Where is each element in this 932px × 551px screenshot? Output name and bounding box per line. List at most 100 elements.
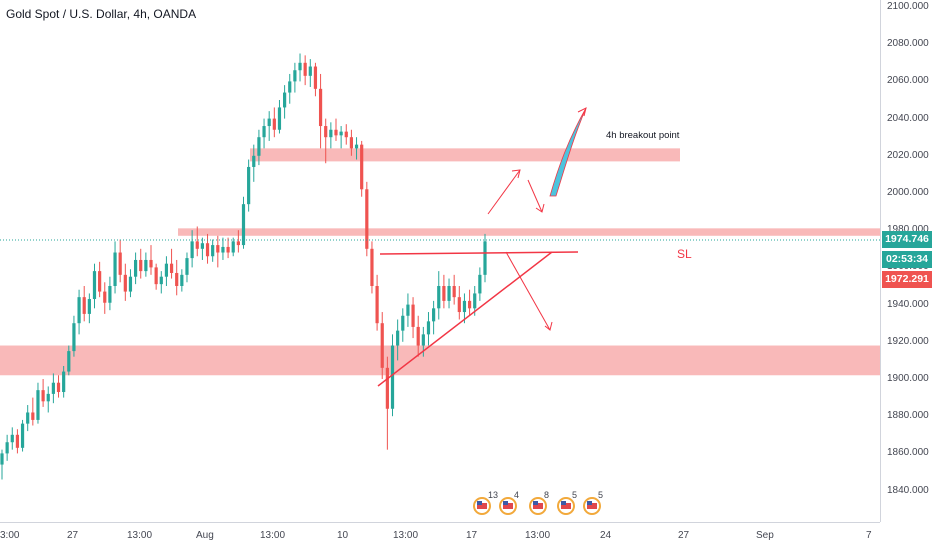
candle[interactable] — [5, 434, 9, 461]
price-chart[interactable]: 13 4 8 5 5 — [0, 0, 880, 522]
candle[interactable] — [20, 419, 25, 452]
resistance-line[interactable] — [379, 251, 579, 255]
candle[interactable] — [370, 241, 374, 294]
candle[interactable] — [354, 137, 359, 160]
economic-event-badge[interactable]: 5 — [557, 490, 577, 515]
candle[interactable] — [267, 111, 271, 141]
candle[interactable] — [447, 278, 451, 309]
candle[interactable] — [303, 55, 307, 86]
candle[interactable] — [426, 312, 431, 346]
candle[interactable] — [247, 159, 251, 212]
candle[interactable] — [288, 73, 292, 104]
candle[interactable] — [149, 245, 153, 275]
candle[interactable] — [252, 144, 256, 182]
candle[interactable] — [98, 261, 102, 298]
candle[interactable] — [324, 118, 328, 164]
economic-event-badge[interactable]: 4 — [499, 490, 519, 515]
candle[interactable] — [10, 427, 14, 450]
candle[interactable] — [77, 289, 81, 335]
supply-demand-zone[interactable] — [178, 228, 880, 236]
candle[interactable] — [128, 269, 133, 298]
projection-arrow-up-1[interactable] — [487, 169, 521, 215]
candle[interactable] — [283, 85, 287, 119]
candle[interactable] — [349, 129, 354, 156]
candle[interactable] — [216, 235, 220, 268]
candle[interactable] — [118, 239, 122, 283]
candle[interactable] — [360, 140, 364, 197]
candle[interactable] — [380, 312, 384, 379]
candle[interactable] — [226, 237, 230, 259]
candle[interactable] — [108, 276, 112, 311]
candle[interactable] — [144, 252, 148, 277]
candle[interactable] — [241, 196, 246, 249]
candle[interactable] — [0, 449, 4, 480]
candle[interactable] — [139, 248, 143, 279]
economic-event-badge[interactable]: 13 — [473, 490, 498, 515]
candle[interactable] — [318, 73, 323, 149]
projection-arrow-down-2[interactable] — [505, 251, 551, 331]
candle[interactable] — [51, 373, 55, 404]
time-axis[interactable]: 3:00 27 13:00 Aug 13:00 10 13:00 17 13:00 24 27 Sep… — [0, 522, 880, 551]
candle[interactable] — [236, 230, 240, 253]
candle[interactable] — [185, 252, 189, 283]
candle[interactable] — [133, 252, 138, 285]
candle[interactable] — [180, 269, 184, 292]
breakout-label[interactable]: 4h breakout point — [606, 130, 680, 141]
candle[interactable] — [272, 107, 276, 138]
supply-demand-zone[interactable] — [250, 148, 680, 162]
candle[interactable] — [211, 239, 215, 262]
candle[interactable] — [164, 256, 169, 286]
candle[interactable] — [334, 118, 338, 141]
candle[interactable] — [452, 274, 456, 305]
candle[interactable] — [87, 293, 91, 324]
candle[interactable] — [467, 289, 472, 316]
economic-event-badge[interactable]: 5 — [583, 490, 603, 515]
candle[interactable] — [262, 118, 266, 149]
candle[interactable] — [277, 100, 282, 134]
candle[interactable] — [462, 293, 467, 324]
supply-demand-zone[interactable] — [0, 345, 880, 376]
candle[interactable] — [478, 267, 482, 301]
candle[interactable] — [205, 233, 210, 264]
candle[interactable] — [67, 345, 71, 376]
candle[interactable] — [339, 126, 343, 149]
candle[interactable] — [113, 241, 117, 294]
candle[interactable] — [375, 274, 379, 331]
candle[interactable] — [175, 259, 179, 296]
candle[interactable] — [41, 379, 45, 407]
candle[interactable] — [103, 282, 107, 314]
candle[interactable] — [56, 375, 61, 398]
candle[interactable] — [308, 59, 312, 87]
candle[interactable] — [437, 271, 441, 320]
candle[interactable] — [190, 230, 194, 268]
candle[interactable] — [385, 356, 389, 450]
candle[interactable] — [82, 286, 86, 322]
candle[interactable] — [432, 300, 436, 335]
candle[interactable] — [195, 226, 199, 257]
candle[interactable] — [457, 286, 461, 320]
candle[interactable] — [26, 405, 30, 432]
candle[interactable] — [411, 297, 415, 339]
candle[interactable] — [344, 124, 348, 145]
candle[interactable] — [257, 129, 261, 166]
candle[interactable] — [92, 263, 97, 309]
candle[interactable] — [401, 308, 405, 342]
candle[interactable] — [231, 237, 235, 257]
candle[interactable] — [329, 122, 333, 149]
candle[interactable] — [72, 315, 76, 357]
candle[interactable] — [46, 386, 50, 413]
candle[interactable] — [416, 315, 420, 357]
candle[interactable] — [169, 248, 174, 279]
sl-label[interactable]: SL — [677, 247, 692, 261]
support-trendline[interactable] — [377, 251, 553, 387]
candle[interactable] — [31, 397, 35, 426]
economic-event-badge[interactable]: 8 — [529, 490, 549, 515]
candle[interactable] — [406, 293, 410, 327]
candle[interactable] — [221, 237, 225, 260]
candle[interactable] — [200, 237, 204, 260]
candle[interactable] — [298, 53, 302, 82]
projection-arrow-down-1[interactable] — [527, 179, 543, 213]
candle[interactable] — [313, 62, 318, 97]
candle[interactable] — [483, 233, 487, 283]
